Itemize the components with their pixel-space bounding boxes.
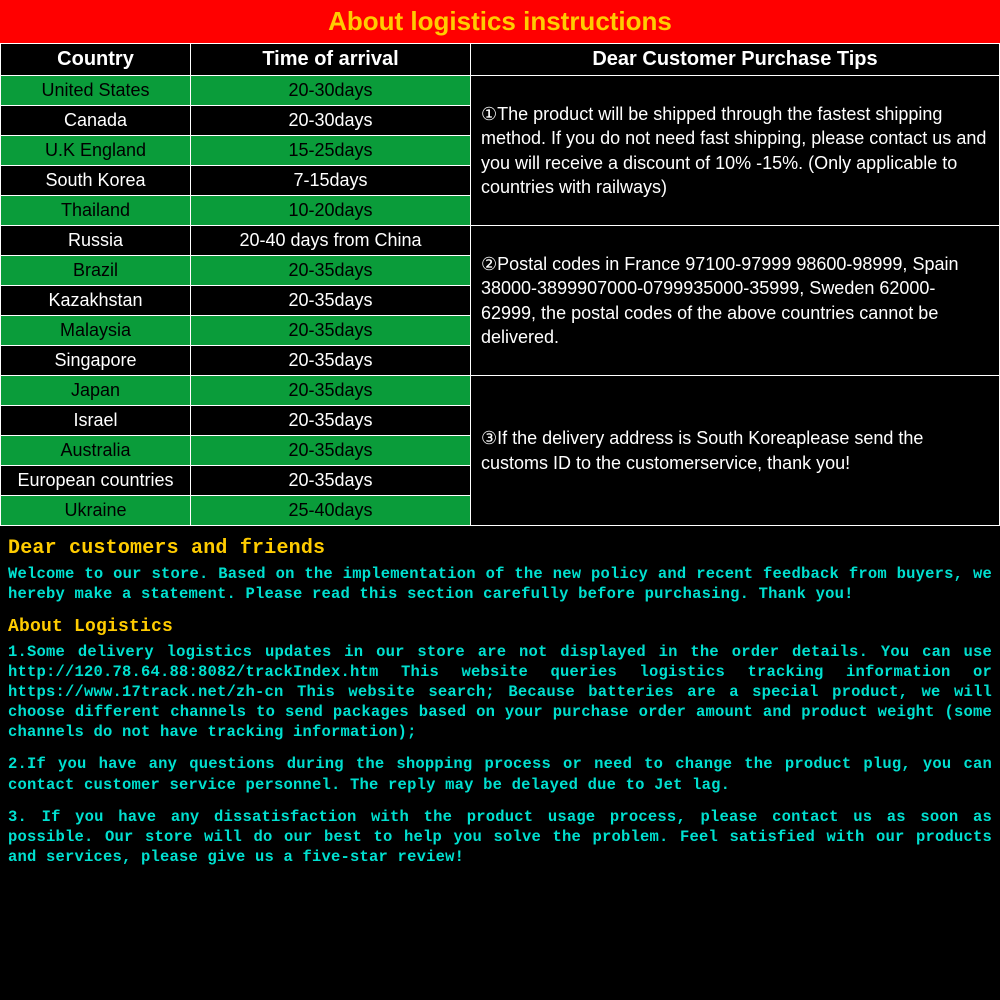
title-bar: About logistics instructions: [0, 0, 1000, 43]
cell-country: United States: [1, 76, 191, 106]
bottom-heading: Dear customers and friends: [8, 536, 992, 562]
cell-country: Singapore: [1, 346, 191, 376]
cell-time: 20-35days: [191, 466, 471, 496]
cell-time: 20-35days: [191, 436, 471, 466]
cell-time: 20-35days: [191, 346, 471, 376]
table-row: United States20-30days①The product will …: [1, 76, 1000, 106]
cell-time: 20-35days: [191, 406, 471, 436]
bottom-intro: Welcome to our store. Based on the imple…: [8, 564, 992, 604]
cell-country: Russia: [1, 226, 191, 256]
cell-time: 20-40 days from China: [191, 226, 471, 256]
cell-tip: ①The product will be shipped through the…: [471, 76, 1000, 226]
table-header-row: Country Time of arrival Dear Customer Pu…: [1, 44, 1000, 76]
cell-country: Australia: [1, 436, 191, 466]
logistics-table: Country Time of arrival Dear Customer Pu…: [0, 43, 1000, 526]
cell-country: European countries: [1, 466, 191, 496]
bottom-p1: 1.Some delivery logistics updates in our…: [8, 642, 992, 743]
table-row: Russia20-40 days from China②Postal codes…: [1, 226, 1000, 256]
cell-country: Ukraine: [1, 496, 191, 526]
cell-tip: ②Postal codes in France 97100-97999 9860…: [471, 226, 1000, 376]
cell-country: U.K England: [1, 136, 191, 166]
cell-time: 25-40days: [191, 496, 471, 526]
cell-time: 20-35days: [191, 376, 471, 406]
cell-time: 20-35days: [191, 256, 471, 286]
cell-country: Israel: [1, 406, 191, 436]
cell-country: Canada: [1, 106, 191, 136]
cell-country: Thailand: [1, 196, 191, 226]
bottom-p3: 3. If you have any dissatisfaction with …: [8, 807, 992, 867]
cell-time: 10-20days: [191, 196, 471, 226]
cell-country: Kazakhstan: [1, 286, 191, 316]
cell-country: Malaysia: [1, 316, 191, 346]
header-tips: Dear Customer Purchase Tips: [471, 44, 1000, 76]
header-country: Country: [1, 44, 191, 76]
cell-time: 20-30days: [191, 76, 471, 106]
cell-country: South Korea: [1, 166, 191, 196]
cell-time: 15-25days: [191, 136, 471, 166]
header-time: Time of arrival: [191, 44, 471, 76]
cell-time: 20-35days: [191, 316, 471, 346]
cell-time: 20-30days: [191, 106, 471, 136]
bottom-p2: 2.If you have any questions during the s…: [8, 754, 992, 794]
cell-time: 7-15days: [191, 166, 471, 196]
bottom-subheading: About Logistics: [8, 616, 992, 639]
cell-country: Japan: [1, 376, 191, 406]
cell-time: 20-35days: [191, 286, 471, 316]
table-row: Japan20-35days③If the delivery address i…: [1, 376, 1000, 406]
bottom-section: Dear customers and friends Welcome to ou…: [0, 526, 1000, 889]
cell-tip: ③If the delivery address is South Koreap…: [471, 376, 1000, 526]
cell-country: Brazil: [1, 256, 191, 286]
